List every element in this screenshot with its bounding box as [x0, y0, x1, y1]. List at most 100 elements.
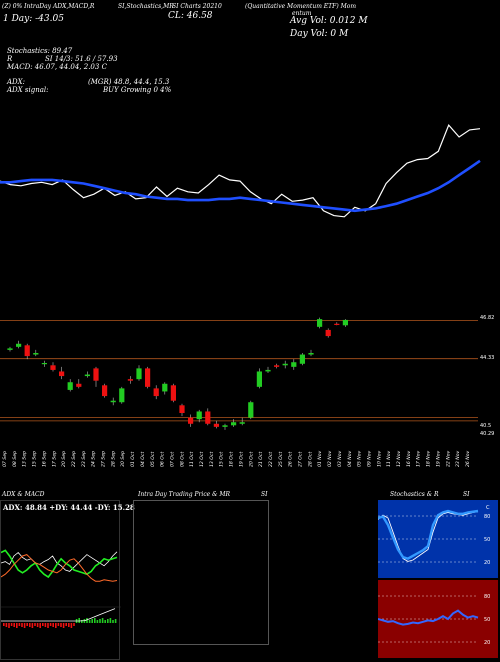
macd-hist-bar [49, 623, 52, 626]
macd-hist-bar [18, 623, 21, 626]
header-right-2: entum [292, 10, 312, 17]
x-tick-label: 23 Sep [81, 451, 87, 467]
rsi-line [377, 609, 479, 626]
macd-hist-bar [23, 623, 26, 628]
macd-hist-bar [13, 623, 15, 627]
macd-hist-bar [36, 623, 39, 627]
macd-line [1, 608, 116, 622]
x-tick-label: 08 Sep [12, 451, 18, 467]
x-tick-label: 09 Nov [366, 450, 372, 467]
macd-hist-bar [34, 623, 36, 626]
x-tick-label: 20 Sep [61, 451, 67, 467]
rsi-readout: SI 14/3: 51.6 / 57.93 [45, 55, 118, 63]
y-tick-1: 46.82 [480, 315, 494, 321]
adx-macd-panel: ADX: 48.84 +DY: 44.44 -DY: 15.28 [0, 500, 135, 660]
stoch-readout: C [486, 505, 490, 511]
macd-hist-bar [109, 618, 112, 623]
adx-signal-label: ADX signal: [7, 86, 49, 94]
macd-hist-bar [65, 623, 67, 626]
macd-hist-bar [26, 623, 28, 626]
candle [222, 425, 228, 427]
stoch-title-2: SI [463, 491, 470, 498]
candle [188, 417, 194, 424]
x-tick-label: 23 Nov [455, 450, 461, 467]
price-ma-line-chart [0, 123, 481, 218]
adx-line [1, 551, 118, 572]
avg-volume: Avg Vol: 0.012 M [290, 16, 368, 26]
moving-average-line [0, 159, 481, 213]
stochastics-readout: Stochastics: 89.47 [7, 47, 73, 55]
x-tick-label: 15 Sep [32, 451, 38, 467]
candle [308, 353, 314, 355]
x-tick-label: 16 Sep [41, 451, 47, 467]
x-tick-label: 21 Oct [258, 452, 264, 467]
x-tick-label: 17 Sep [51, 451, 57, 467]
mgr-readout: (MGR) 48.8, 44.4, 15.3 [88, 78, 170, 86]
candle [205, 411, 211, 424]
macd-hist-bar [62, 623, 65, 628]
candle [325, 329, 331, 337]
x-tick-label: 28 Oct [307, 452, 313, 467]
adx-macd-title: ADX & MACD [2, 491, 45, 498]
macd-hist-bar [21, 623, 23, 627]
candle [274, 365, 280, 367]
candle [291, 362, 297, 367]
macd-hist-bar [10, 623, 13, 626]
rsi-tick-50: 50 [484, 617, 490, 623]
y-tick-4: 40.29 [480, 431, 494, 437]
header-mid: SI Charts 20210 [172, 3, 222, 10]
x-tick-label: 11 Oct [189, 452, 195, 467]
stoch-tick-20: 20 [484, 560, 490, 566]
candle [41, 363, 47, 365]
stoch-title: Stochastics & R [390, 491, 439, 498]
stochastics-panel: 80 50 20 C [377, 500, 498, 578]
x-tick-label: 06 Oct [160, 452, 166, 467]
x-tick-label: 04 Nov [347, 450, 353, 467]
macd-hist-bar [42, 623, 44, 626]
x-tick-label: 18 Oct [229, 452, 235, 467]
x-tick-label: 15 Oct [219, 452, 225, 467]
one-day-change: 1 Day: -43.05 [3, 14, 64, 24]
candle [248, 402, 254, 418]
rsi-svg: 80 50 20 [377, 580, 498, 658]
candle [179, 405, 185, 413]
candle [265, 369, 271, 372]
macd-hist-bar [81, 620, 83, 623]
macd-hist-bar [16, 623, 18, 628]
x-tick-label: 28 Sep [110, 451, 116, 467]
macd-hist-bar [99, 619, 101, 623]
x-tick-label: 11 Nov [386, 450, 392, 467]
intraday-panel [133, 500, 269, 645]
x-tick-label: 13 Oct [209, 452, 215, 467]
macd-hist-bar [31, 623, 34, 628]
x-tick-label: 12 Oct [199, 452, 205, 467]
macd-hist-bar [3, 623, 5, 626]
header-left-2: SI,Stochastics,MR [118, 3, 174, 10]
candle [170, 385, 176, 401]
candle [93, 368, 99, 381]
candle [84, 374, 90, 377]
intraday-title: Intra Day Trading Price & MR [138, 491, 231, 498]
macd-hist-bar [29, 623, 31, 627]
x-tick-label: 19 Oct [238, 452, 244, 467]
y-tick-3: 40.5 [480, 423, 491, 429]
macd-hist-bar [114, 619, 117, 623]
x-tick-label: 27 Sep [101, 451, 107, 467]
rsi-r-letter: R [7, 55, 13, 63]
macd-hist-bar [70, 623, 73, 628]
candle [334, 323, 340, 325]
x-tick-label: 17 Nov [416, 450, 422, 467]
rsi-tick-80: 80 [484, 594, 490, 600]
candle [7, 348, 13, 350]
x-tick-label: 07 Sep [2, 451, 8, 467]
candle [119, 388, 125, 403]
adx-label: ADX: [7, 78, 26, 86]
x-tick-label: 20 Oct [248, 452, 254, 467]
x-tick-label: 05 Nov [357, 450, 363, 467]
macd-readout: MACD: 46.07, 44.04, 2.03 C [7, 63, 107, 71]
y-tick-2: 44.33 [480, 355, 494, 361]
candle [342, 319, 348, 326]
macd-hist-bar [101, 618, 104, 623]
candle [317, 319, 323, 327]
rsi-panel: 80 50 20 [377, 580, 498, 658]
